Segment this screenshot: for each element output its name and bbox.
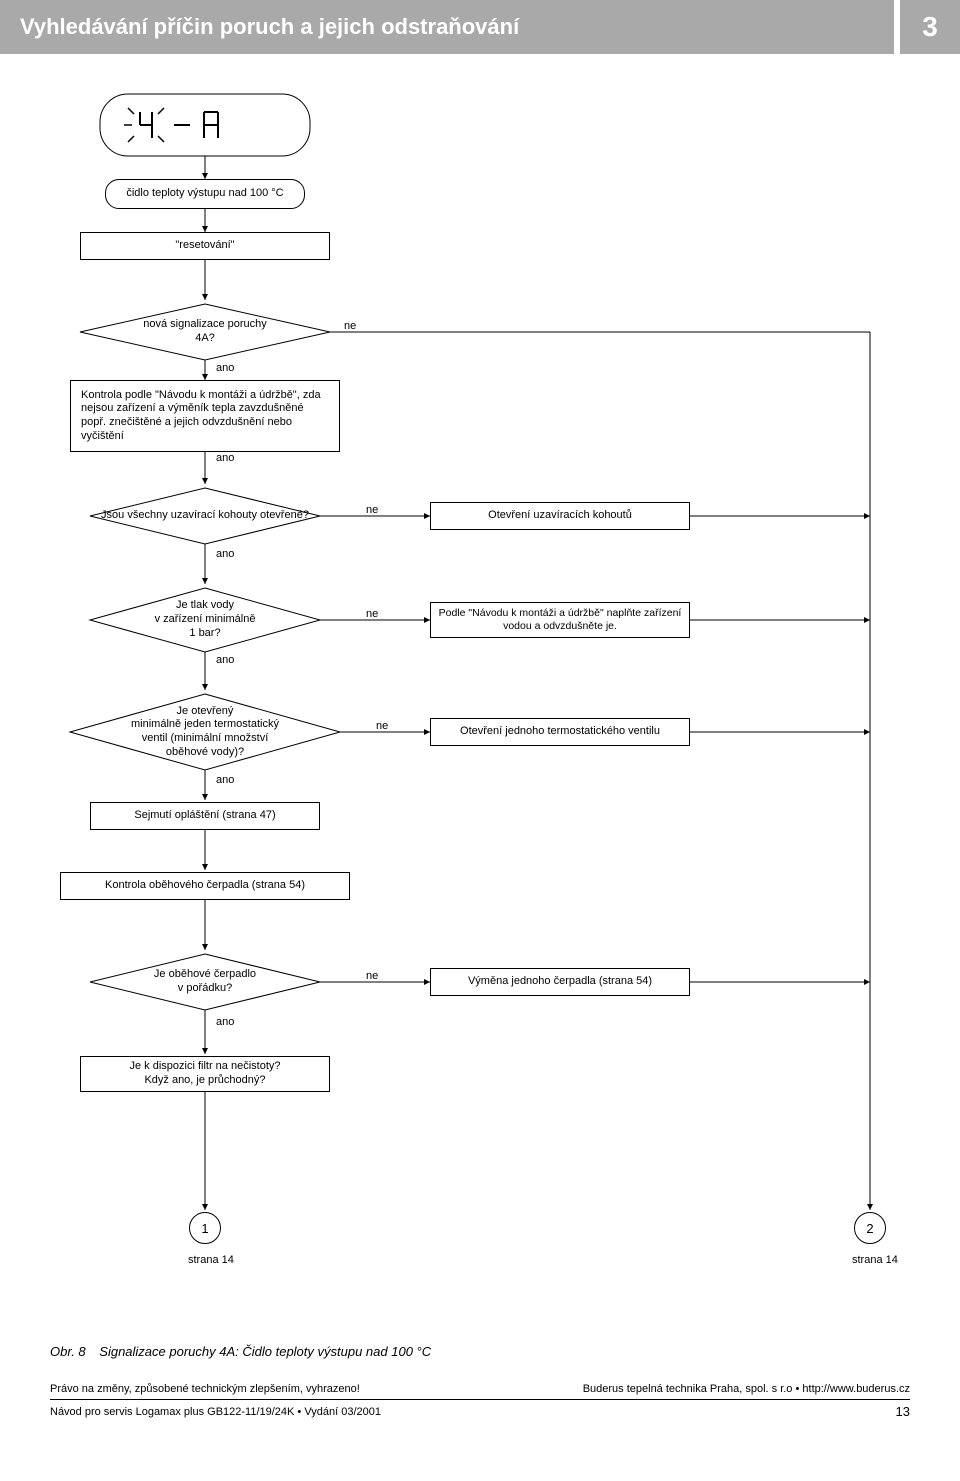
footer-separator xyxy=(50,1399,910,1400)
node-open-thermo: Otevření jednoho termostatického ventilu xyxy=(430,718,690,746)
page-ref-2: strana 14 xyxy=(846,1250,904,1272)
flowchart: čidlo teploty výstupu nad 100 °C "reseto… xyxy=(0,54,960,1334)
node-reset: "resetování" xyxy=(80,232,330,260)
page-header: Vyhledávání příčin poruch a jejich odstr… xyxy=(0,0,960,54)
footer-left: Právo na změny, způsobené technickým zle… xyxy=(50,1383,360,1395)
footer-bottom: Návod pro servis Logamax plus GB122-11/1… xyxy=(0,1404,960,1433)
label-no: ne xyxy=(360,966,384,988)
label-yes: ano xyxy=(210,448,240,470)
label-no: ne xyxy=(338,316,362,338)
connector-2: 2 xyxy=(854,1212,886,1244)
label-yes: ano xyxy=(210,1012,240,1034)
label-yes: ano xyxy=(210,544,240,566)
node-filter: Je k dispozici filtr na nečistoty?Když a… xyxy=(80,1056,330,1092)
footer-right: Buderus tepelná technika Praha, spol. s … xyxy=(583,1383,910,1395)
label-yes: ano xyxy=(210,650,240,672)
page-number: 13 xyxy=(896,1404,910,1419)
node-replace-pump: Výměna jednoho čerpadla (strana 54) xyxy=(430,968,690,996)
decision-pump-ok: Je oběhové čerpadlov pořádku? xyxy=(90,954,320,1010)
figure-caption: Obr. 8 Signalizace poruchy 4A: Čidlo tep… xyxy=(0,1344,960,1359)
node-refill: Podle "Návodu k montáži a údržbě" naplňt… xyxy=(430,602,690,638)
footer-doc: Návod pro servis Logamax plus GB122-11/1… xyxy=(50,1406,381,1418)
node-open-valves: Otevření uzavíracích kohoutů xyxy=(430,502,690,530)
label-yes: ano xyxy=(210,358,240,380)
page-ref-1: strana 14 xyxy=(182,1250,240,1272)
label-yes: ano xyxy=(210,770,240,792)
label-no: ne xyxy=(360,604,384,626)
connector-1: 1 xyxy=(189,1212,221,1244)
decision-pressure: Je tlak vodyv zařízení minimálně1 bar? xyxy=(90,588,320,652)
node-remove-casing: Sejmutí opláštění (strana 47) xyxy=(90,802,320,830)
footer-top: Právo na změny, způsobené technickým zle… xyxy=(0,1377,960,1397)
figure-number: Obr. 8 xyxy=(50,1344,86,1359)
section-number: 3 xyxy=(900,0,960,54)
label-no: ne xyxy=(370,716,394,738)
figure-text: Signalizace poruchy 4A: Čidlo teploty vý… xyxy=(99,1344,431,1359)
decision-new-fault: nová signalizace poruchy4A? xyxy=(80,304,330,360)
label-no: ne xyxy=(360,500,384,522)
page-title: Vyhledávání příčin poruch a jejich odstr… xyxy=(0,0,894,54)
decision-valves: Jsou všechny uzavírací kohouty otevřené? xyxy=(90,488,320,544)
node-manual-check: Kontrola podle "Návodu k montáži a údržb… xyxy=(70,380,340,452)
node-sensor: čidlo teploty výstupu nad 100 °C xyxy=(105,179,305,209)
node-check-pump: Kontrola oběhového čerpadla (strana 54) xyxy=(60,872,350,900)
decision-thermo: Je otevřenýminimálně jeden termostatický… xyxy=(70,694,340,770)
